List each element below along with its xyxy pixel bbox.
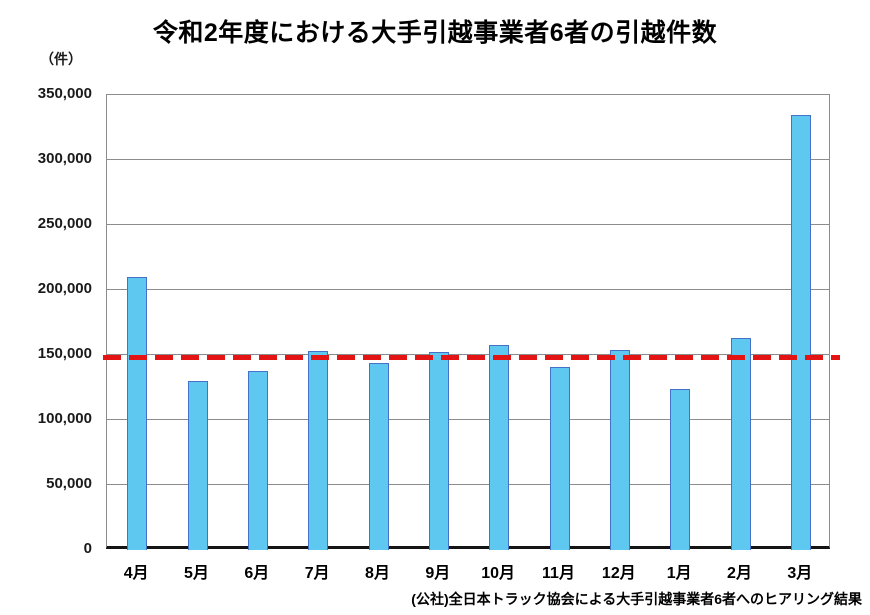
x-axis-tick-label: 8月	[365, 565, 390, 582]
x-axis-tick-label: 6月	[244, 565, 270, 582]
y-axis-tick-label: 250,000	[37, 215, 92, 232]
y-axis-tick-label: 200,000	[37, 280, 92, 297]
y-axis-tick-label: 300,000	[37, 150, 92, 167]
plot-area	[106, 94, 830, 550]
bar	[368, 362, 389, 550]
y-axis-tick-label: 0	[83, 540, 92, 557]
gridline	[107, 289, 829, 290]
x-axis-tick-label: 5月	[184, 565, 209, 582]
y-axis-tick-label: 150,000	[37, 345, 92, 362]
bar	[790, 114, 811, 550]
chart-title: 令和2年度における大手引越事業者6者の引越件数	[152, 19, 718, 47]
gridline	[107, 484, 829, 485]
x-axis-tick-label: 9月	[425, 565, 451, 582]
bar	[489, 344, 510, 550]
gridline	[107, 354, 829, 355]
gridline	[107, 159, 829, 160]
x-axis-tick-label: 10月	[481, 565, 516, 582]
gridline	[107, 419, 829, 420]
source-note: (公社)全日本トラック協会による大手引越事業者6者へのヒアリング結果	[411, 591, 862, 607]
bar	[730, 338, 751, 550]
x-axis-tick-label: 7月	[304, 565, 330, 582]
bar	[428, 352, 449, 550]
y-axis-tick-label: 50,000	[46, 475, 92, 492]
x-axis-tick-label: 11月	[542, 565, 575, 582]
y-axis-tick-label: 350,000	[37, 85, 92, 102]
y-axis-tick-label: 100,000	[37, 410, 92, 427]
bar	[308, 351, 329, 550]
bar	[187, 381, 208, 550]
bar	[609, 349, 630, 550]
bar	[127, 277, 148, 550]
x-axis-tick-label: 2月	[727, 565, 752, 582]
x-axis-tick-label: 3月	[787, 565, 813, 582]
x-axis-tick-label: 1月	[666, 565, 692, 582]
gridline	[107, 224, 829, 225]
bar	[549, 366, 570, 550]
reference-line	[103, 355, 840, 361]
x-axis-tick-label: 12月	[601, 565, 636, 582]
y-axis-unit-label: （件）	[40, 51, 82, 67]
bar	[247, 370, 268, 550]
bar	[670, 388, 691, 550]
x-axis-tick-label: 4月	[123, 565, 149, 582]
